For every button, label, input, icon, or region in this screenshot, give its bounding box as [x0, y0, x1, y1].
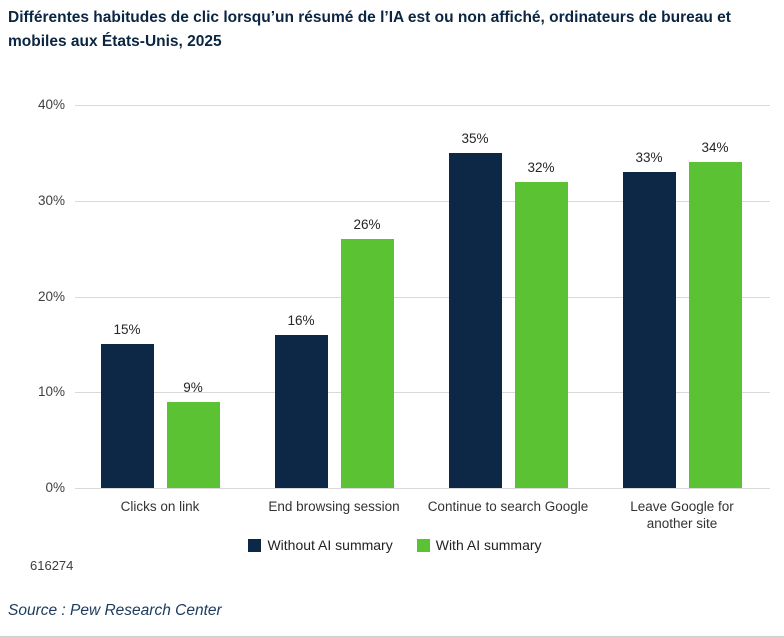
category-label-4: Leave Google for another site	[630, 499, 734, 531]
value-label-without-ai-group-4: 33%	[635, 150, 663, 166]
chart-title: Différentes habitudes de clic lorsqu’un …	[8, 6, 784, 54]
legend-swatch-green	[416, 538, 430, 552]
figure-id: 616274	[30, 558, 74, 573]
y-tick-label-30: 30%	[37, 192, 65, 208]
chart-title-line-1: Différentes habitudes de clic lorsqu’un …	[8, 9, 731, 26]
bar-without-ai-group-3	[448, 152, 502, 488]
legend-item-with-ai: With AI summary	[416, 537, 542, 553]
y-tick-label-10: 10%	[37, 384, 65, 400]
value-label-with-ai-group-1: 9%	[183, 379, 203, 395]
legend-item-without-ai: Without AI summary	[248, 537, 393, 553]
chart-title-line-2: mobiles aux États-Unis, 2025	[8, 33, 222, 50]
bar-with-ai-group-4	[688, 162, 742, 488]
chart-legend: Without AI summary With AI summary	[20, 537, 770, 553]
bar-without-ai-group-2	[274, 334, 328, 488]
value-label-without-ai-group-3: 35%	[461, 130, 489, 146]
gridline-20	[75, 296, 770, 298]
value-label-with-ai-group-2: 26%	[353, 217, 381, 233]
value-label-without-ai-group-1: 15%	[113, 322, 141, 338]
value-label-with-ai-group-3: 32%	[527, 159, 555, 175]
category-label-2: End browsing session	[268, 499, 400, 514]
y-tick-label-20: 20%	[37, 288, 65, 304]
category-label-1: Clicks on link	[120, 499, 200, 514]
category-label-3: Continue to search Google	[427, 499, 589, 514]
legend-label-without-ai: Without AI summary	[267, 537, 393, 553]
bar-without-ai-group-1	[100, 344, 154, 488]
bar-with-ai-group-2	[340, 239, 394, 488]
gridline-0	[75, 488, 770, 489]
bar-with-ai-group-3	[514, 181, 568, 488]
gridline-10	[75, 392, 770, 394]
legend-swatch-navy	[248, 538, 262, 552]
value-label-without-ai-group-2: 16%	[287, 312, 315, 328]
legend-label-with-ai: With AI summary	[435, 537, 542, 553]
gridline-30	[75, 200, 770, 202]
source-attribution: Source : Pew Research Center	[8, 602, 222, 619]
gridline-40	[75, 105, 770, 106]
bar-without-ai-group-4	[622, 172, 676, 488]
bar-with-ai-group-1	[166, 401, 220, 488]
value-label-with-ai-group-4: 34%	[701, 140, 729, 156]
y-tick-label-0: 0%	[45, 480, 65, 495]
y-tick-label-40: 40%	[37, 97, 65, 112]
